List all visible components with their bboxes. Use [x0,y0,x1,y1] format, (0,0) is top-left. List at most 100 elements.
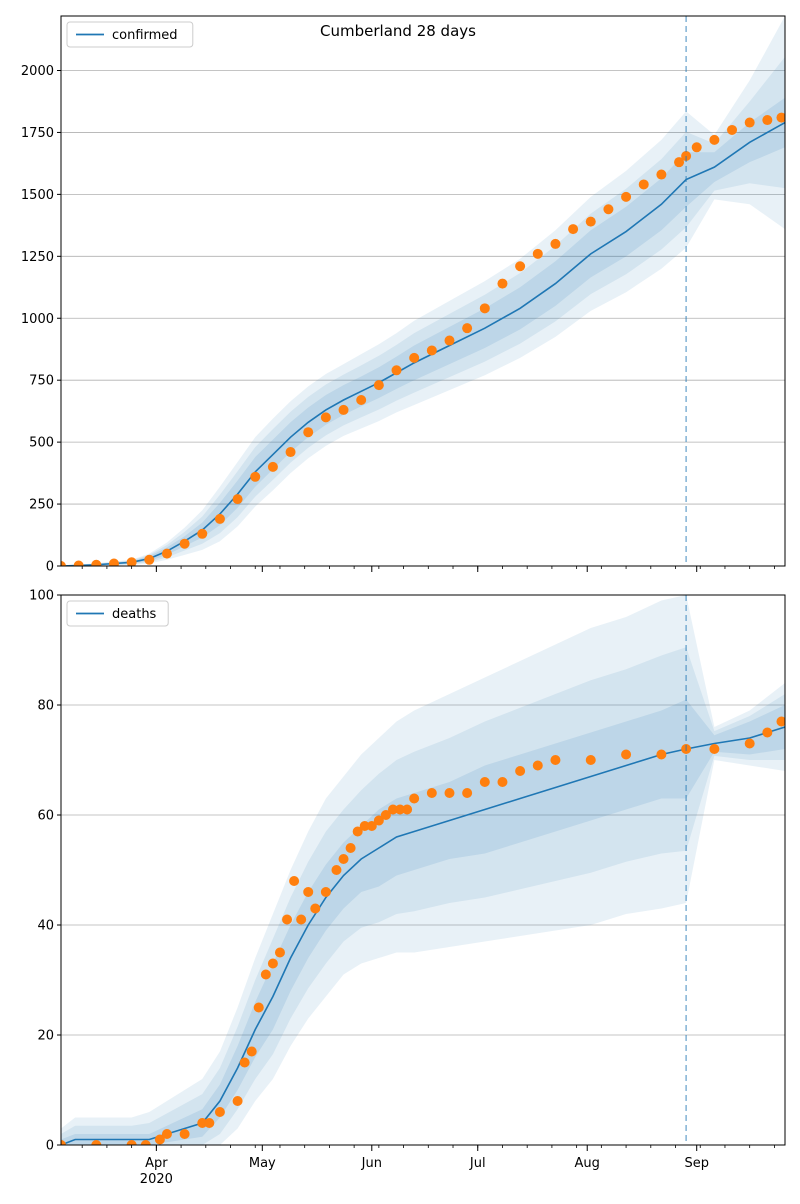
observed-point [762,727,773,738]
observed-point [267,461,278,472]
x-tick-label: Aug [575,1156,600,1171]
observed-point [532,760,543,771]
observed-point [426,788,437,798]
observed-point [232,1096,243,1106]
uncertainty-band-inner [61,699,785,1145]
observed-point [140,1140,151,1145]
observed-point [274,947,285,958]
observed-point [250,471,261,482]
legend-label: deaths [112,607,157,622]
observed-point [409,352,420,363]
observed-point [585,755,596,765]
y-tick-label: 0 [46,1139,54,1154]
legend-box [66,21,194,48]
y-tick-label: 2000 [21,64,54,79]
axes-frame [60,15,786,567]
observed-point [61,561,66,566]
observed-point [214,513,225,524]
observed-point [402,804,413,815]
observed-point [621,191,632,202]
x-tick-label: Jun [361,1156,382,1171]
observed-point [638,179,649,190]
legend-label: confirmed [112,28,178,43]
observed-point [197,1118,208,1128]
x-tick-label: Jul [469,1156,486,1171]
observed-point [267,958,278,969]
y-tick-label: 1500 [21,188,54,203]
observed-point [744,738,755,749]
observed-point [603,204,614,215]
observed-point [144,554,155,565]
observed-point [260,969,271,980]
observed-point [674,157,685,168]
y-tick-label: 80 [37,699,54,714]
observed-point [352,826,363,837]
observed-point [568,224,579,235]
y-tick-label: 250 [29,498,54,513]
observed-point [762,115,773,126]
observed-point [444,335,455,346]
observed-point [253,1002,264,1013]
observed-point [373,815,384,826]
observed-point [282,914,293,925]
observed-point [359,821,370,831]
observed-point [656,749,667,760]
y-tick-label: 750 [29,374,54,389]
observed-point [126,557,137,566]
observed-point [426,345,437,356]
model-line [61,726,785,1145]
y-tick-label: 100 [29,589,54,604]
x-tick-label: Sep [684,1156,709,1171]
observed-point [320,412,331,423]
observed-point [303,427,314,438]
observed-point [497,278,508,289]
observed-point [744,117,755,128]
observed-point [179,538,190,549]
observed-point [380,810,391,820]
observed-point [296,914,307,925]
observed-point [91,559,102,566]
y-tick-label: 40 [37,919,54,934]
observed-point [126,1140,137,1145]
observed-point [303,887,314,897]
observed-point [338,404,349,415]
observed-point [709,134,720,145]
y-tick-label: 1750 [21,126,54,141]
observed-point [179,1129,190,1139]
figure-title: Cumberland 28 days [320,22,476,40]
observed-point [366,821,377,831]
observed-point [204,1118,215,1128]
observed-point [197,528,208,539]
observed-point [387,804,398,815]
y-tick-label: 20 [37,1029,54,1044]
y-tick-label: 500 [29,436,54,451]
observed-point [515,261,526,272]
observed-point [154,1134,165,1145]
observed-point [391,365,402,376]
observed-point [395,804,406,815]
observed-point [776,716,785,727]
y-tick-label: 60 [37,809,54,824]
observed-point [691,142,702,153]
observed-point [161,1129,172,1139]
observed-point [108,558,119,566]
observed-point [585,216,596,227]
legend-box [66,600,169,627]
observed-point [214,1107,225,1117]
observed-point [373,380,384,391]
observed-point [532,248,543,259]
uncertainty-band-outer [61,595,785,1145]
observed-point [345,843,356,853]
observed-point [73,560,84,566]
y-tick-label: 1250 [21,250,54,265]
observed-point [409,793,420,804]
observed-point [479,777,490,787]
x-tick-label: May [249,1156,276,1171]
observed-point [356,395,367,406]
observed-point [289,876,300,886]
observed-point [656,169,667,180]
observed-point [331,865,342,875]
observed-point [550,238,561,249]
observed-point [709,744,720,754]
y-tick-label: 0 [46,560,54,575]
